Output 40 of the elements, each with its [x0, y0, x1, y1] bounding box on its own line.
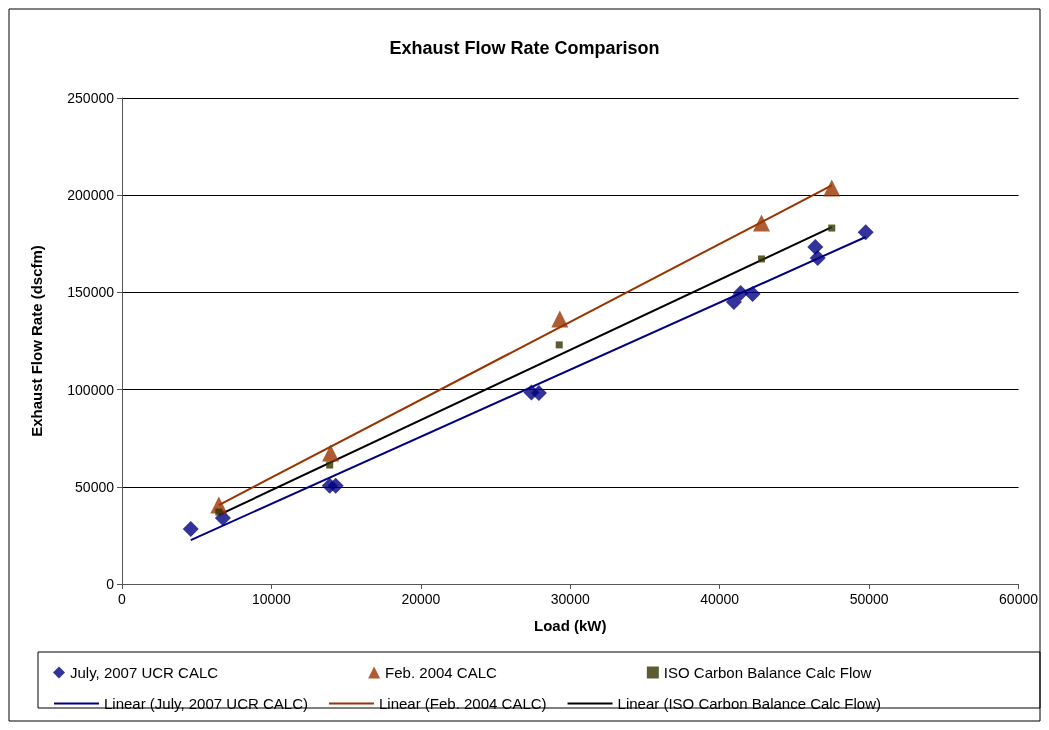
point — [809, 249, 826, 266]
y-tick-label: 0 — [106, 576, 115, 592]
x-tick-label: 0 — [118, 591, 127, 607]
point — [758, 255, 766, 263]
legend-label: Linear (July, 2007 UCR CALC) — [104, 695, 308, 712]
point — [807, 238, 824, 255]
point — [182, 520, 199, 537]
x-tick-label: 30000 — [550, 591, 590, 607]
point — [744, 285, 761, 302]
x-tick-label: 10000 — [251, 591, 292, 607]
legend-label: Linear (ISO Carbon Balance Calc Flow) — [617, 695, 881, 712]
legend-label: July, 2007 UCR CALC — [70, 664, 219, 681]
point — [530, 385, 547, 402]
point — [823, 179, 841, 197]
point — [326, 461, 334, 469]
point — [555, 341, 563, 349]
point — [725, 294, 742, 311]
y-tick-label: 150000 — [67, 284, 115, 301]
point — [732, 284, 749, 301]
y-tick-label: 50000 — [75, 478, 115, 495]
x-tick-label: 60000 — [999, 591, 1039, 607]
legend-label: Feb. 2004 CALC — [385, 664, 498, 681]
legend-label: Linear (Feb. 2004 CALC) — [378, 695, 547, 712]
point — [215, 508, 223, 516]
x-tick-label: 50000 — [849, 591, 889, 607]
point — [551, 310, 569, 328]
point — [753, 214, 771, 232]
x-tick-label: 20000 — [401, 591, 441, 607]
point — [828, 224, 836, 232]
point — [327, 477, 344, 494]
legend-label: ISO Carbon Balance Calc Flow — [663, 664, 872, 681]
y-tick-label: 100000 — [67, 381, 115, 398]
chart-title: Exhaust Flow Rate Comparison — [389, 38, 660, 58]
point — [857, 224, 874, 241]
x-tick-label: 40000 — [700, 591, 740, 607]
point — [322, 444, 340, 462]
x-axis-title: Load (kW) — [534, 617, 607, 634]
y-tick-label: 250000 — [67, 90, 115, 106]
y-tick-label: 200000 — [67, 187, 115, 204]
y-axis-title: Exhaust Flow Rate (dscfm) — [28, 245, 45, 437]
